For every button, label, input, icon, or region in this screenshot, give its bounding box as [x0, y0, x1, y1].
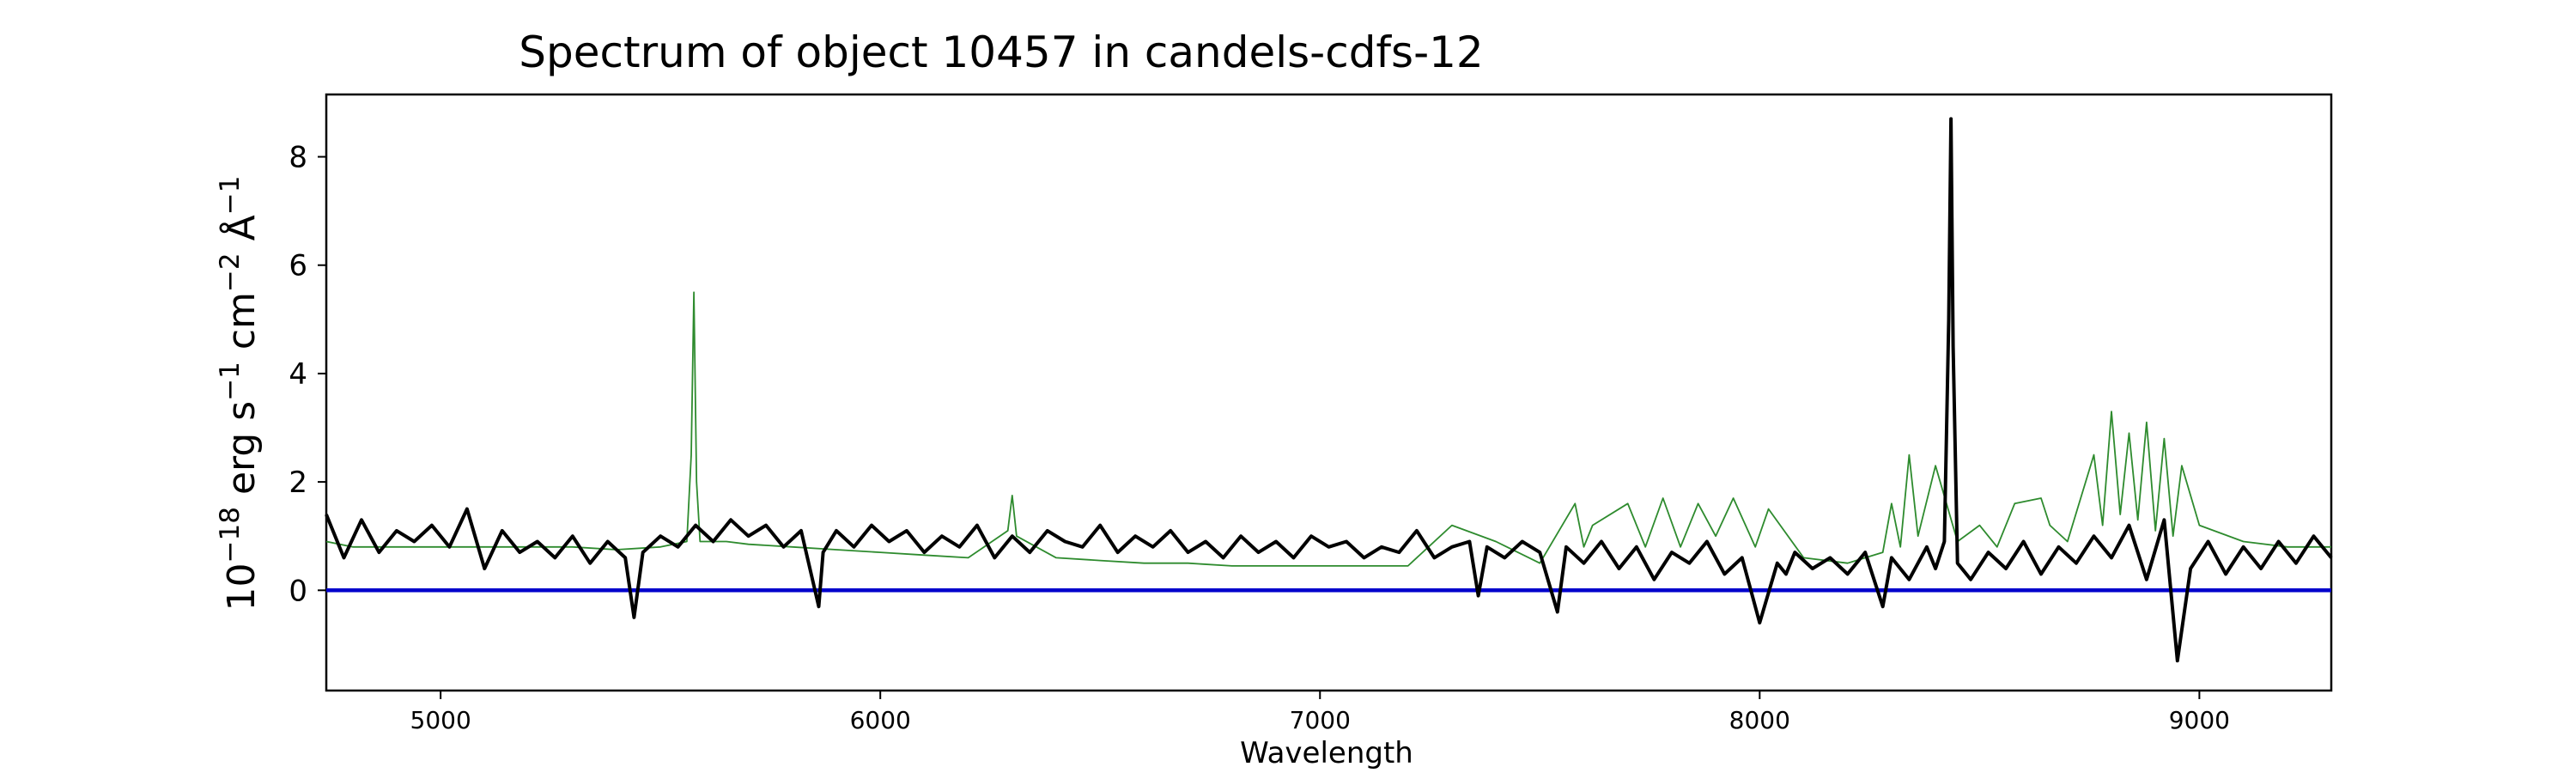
plot-frame [325, 93, 2333, 692]
x-tick-label: 9000 [2169, 706, 2230, 734]
y-tick-label: 4 [289, 357, 307, 392]
series-line-flux [325, 117, 2333, 663]
y-axis: 0 2 4 6 8 [289, 141, 326, 608]
y-axis-label: 10−18 erg s−1 cm−2 Å−1 [215, 176, 264, 612]
y-tick-label: 6 [289, 249, 307, 283]
x-tick-label: 8000 [1729, 706, 1790, 734]
series-layer [325, 117, 2333, 663]
x-axis: 5000 6000 7000 8000 9000 [410, 691, 2230, 734]
x-tick-label: 5000 [410, 706, 471, 734]
y-tick-label: 0 [289, 574, 307, 608]
x-tick-label: 6000 [850, 706, 911, 734]
y-tick-label: 2 [289, 466, 307, 500]
y-tick-label: 8 [289, 141, 307, 175]
series-line-model [325, 291, 2331, 567]
x-axis-label: Wavelength [1240, 736, 1413, 770]
chart-title: Spectrum of object 10457 in candels-cdfs… [519, 27, 1484, 77]
x-tick-label: 7000 [1290, 706, 1351, 734]
